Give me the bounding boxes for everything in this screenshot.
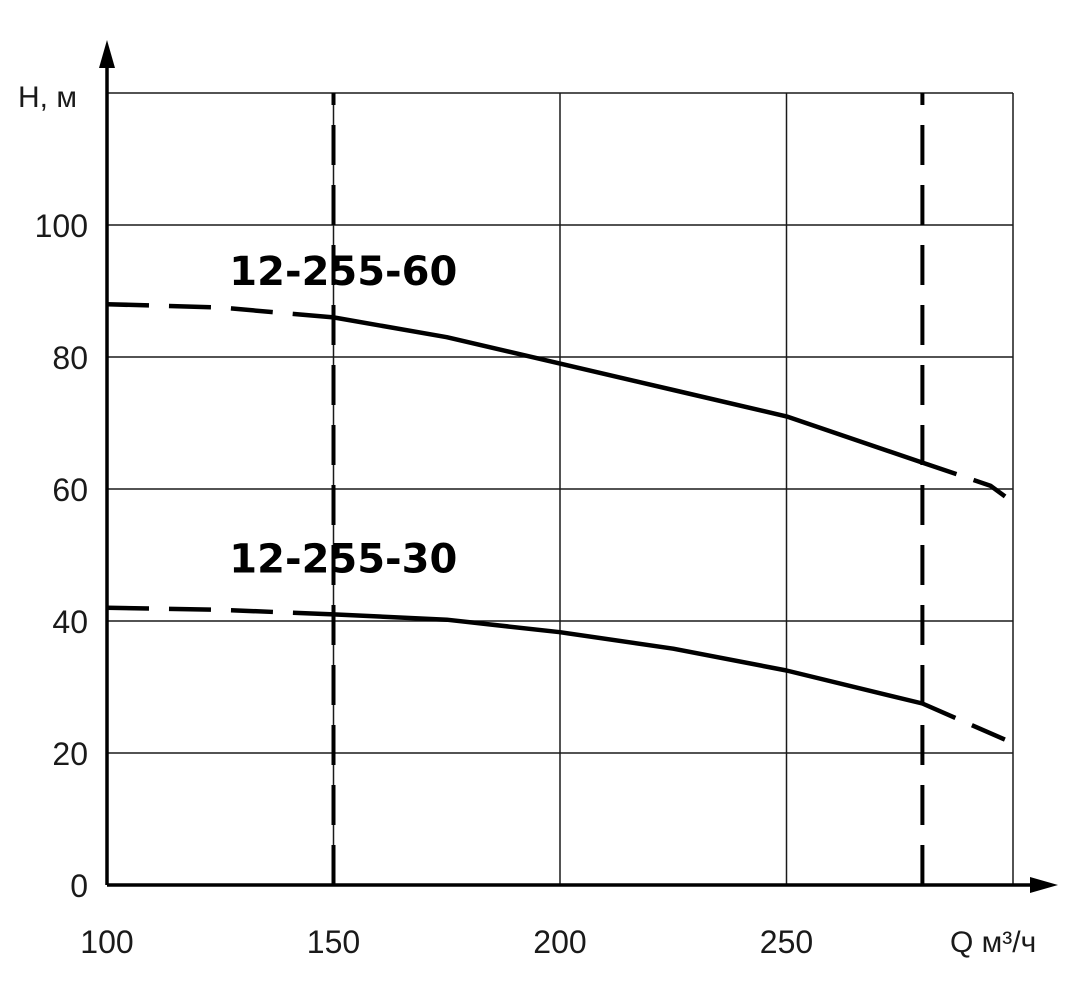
y-tick-label: 20	[52, 736, 88, 772]
y-tick-label: 100	[35, 208, 88, 244]
series-labels: 12-255-60 12-255-30	[229, 249, 457, 582]
series-line-dashed-end	[921, 460, 1015, 505]
x-tick-label: 150	[307, 924, 360, 960]
grid	[107, 92, 1014, 885]
curves	[106, 301, 1015, 746]
x-axis-title: Q м³/ч	[950, 926, 1036, 959]
y-tick-label: 80	[52, 340, 88, 376]
axes	[99, 40, 1058, 893]
series-line-dashed-end	[921, 701, 1014, 746]
x-tick-label: 200	[533, 924, 586, 960]
y-tick-label: 0	[70, 868, 88, 904]
x-axis-arrow	[1030, 877, 1058, 893]
y-tick-label: 60	[52, 472, 88, 508]
series-line-solid	[333, 315, 924, 465]
series-12-255-60	[106, 301, 1015, 505]
x-tick-label: 250	[760, 924, 813, 960]
y-tick-label: 40	[52, 604, 88, 640]
labels: H, м Q м³/ч	[18, 81, 1036, 959]
series-12-255-30	[106, 605, 1014, 746]
y-axis-arrow	[99, 40, 115, 68]
series-line-solid	[333, 612, 923, 706]
x-tick-label: 100	[80, 924, 133, 960]
series-label: 12-255-30	[229, 536, 457, 582]
reference-lines	[331, 93, 925, 885]
ticks: 0 20 40 60 80 100 100 150 200 250	[35, 208, 814, 960]
series-label: 12-255-60	[229, 249, 457, 295]
y-axis-title: H, м	[18, 81, 77, 114]
series-line-dashed-start	[106, 301, 334, 320]
series-line-dashed-start	[106, 605, 334, 617]
